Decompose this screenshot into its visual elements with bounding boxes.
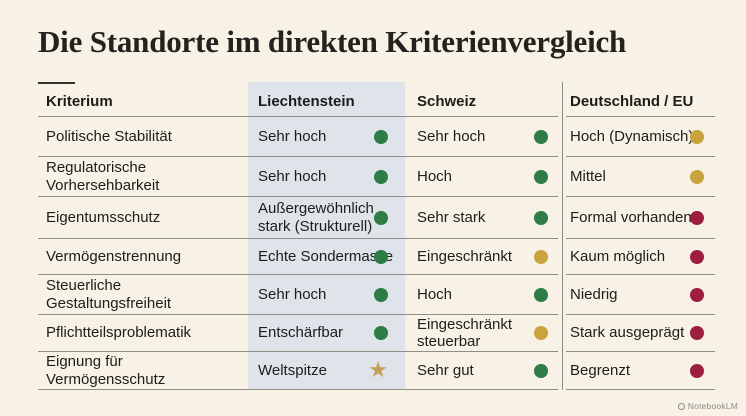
liechtenstein-cell: Echte Sondermasse	[248, 239, 405, 274]
cell-text: Mittel	[570, 167, 606, 185]
criterion-text: Eignung für Vermögensschutz	[46, 353, 166, 388]
criterion-label: Eigentumsschutz	[38, 197, 248, 238]
column-header-deutschland-eu: Deutschland / EU	[570, 93, 694, 111]
schweiz-cell: Hoch	[405, 275, 558, 314]
status-indicator-icon	[534, 363, 548, 378]
table-row: Eignung für Vermögensschutz Weltspitze ★ …	[38, 351, 715, 390]
cell-text: Außergewöhnlich stark (Strukturell)	[258, 200, 374, 235]
page-title: Die Standorte im direkten Kriterienvergl…	[38, 24, 627, 59]
comparison-table: Kriterium Liechtenstein Schweiz Deutschl…	[38, 82, 715, 390]
cell-text: Sehr gut	[417, 361, 474, 379]
schweiz-cell: Sehr gut	[405, 352, 558, 389]
table-row: Politische Stabilität Sehr hoch Sehr hoc…	[38, 116, 715, 156]
status-indicator-icon	[690, 326, 704, 340]
criterion-text: Regulatorische Vorhersehbarkeit	[46, 159, 160, 194]
cell-text: Eingeschränkt steuerbar	[417, 315, 513, 350]
status-indicator-icon	[534, 129, 548, 144]
status-indicator-icon	[534, 326, 548, 340]
liechtenstein-cell: Sehr hoch	[248, 157, 405, 196]
status-indicator-icon	[534, 287, 548, 302]
deutschland-cell: Kaum möglich	[566, 238, 715, 274]
liechtenstein-cell: Sehr hoch	[248, 117, 405, 156]
criterion-label: Pflichtteilsproblematik	[38, 315, 248, 351]
cell-text: Formal vorhanden	[570, 208, 692, 226]
criterion-text: Steuerliche Gestaltungsfreiheit	[46, 277, 172, 312]
deutschland-cell: Mittel	[566, 156, 715, 196]
criterion-label: Politische Stabilität	[38, 117, 248, 156]
cell-text: Hoch	[417, 285, 453, 303]
criterion-text: Eigentumsschutz	[46, 208, 161, 226]
deutschland-cell: Hoch (Dynamisch)	[566, 116, 715, 156]
cell-text: Echte Sondermasse	[258, 247, 394, 265]
status-indicator-icon	[690, 169, 704, 184]
cell-text: Hoch	[417, 167, 453, 185]
liechtenstein-cell: Sehr hoch	[248, 275, 405, 314]
status-indicator-icon	[690, 363, 704, 378]
deutschland-cell: Niedrig	[566, 274, 715, 314]
status-indicator-icon	[374, 169, 388, 184]
brand-watermark: NotebookLM	[677, 401, 738, 411]
table-header-row: Kriterium Liechtenstein Schweiz Deutschl…	[38, 82, 715, 116]
column-divider	[562, 82, 563, 390]
cell-text: Eingeschränkt	[417, 247, 513, 265]
cell-text: Weltspitze	[258, 361, 327, 379]
table-top-tick	[38, 82, 75, 84]
cell-text: Sehr hoch	[258, 167, 327, 185]
deutschland-cell: Begrenzt	[566, 351, 715, 390]
cell-text: Sehr hoch	[417, 127, 486, 145]
schweiz-cell: Eingeschränkt steuerbar	[405, 315, 558, 351]
cell-text: Stark ausgeprägt	[570, 324, 685, 342]
criterion-label: Regulatorische Vorhersehbarkeit	[38, 157, 248, 196]
cell-text: Kaum möglich	[570, 247, 666, 265]
status-indicator-icon	[534, 249, 548, 264]
status-indicator-icon	[374, 287, 388, 302]
liechtenstein-cell: Weltspitze ★	[248, 352, 405, 389]
column-header-schweiz: Schweiz	[417, 93, 477, 111]
column-header-kriterium: Kriterium	[46, 93, 113, 111]
cell-text: Sehr stark	[417, 208, 486, 226]
deutschland-cell: Stark ausgeprägt	[566, 314, 715, 351]
liechtenstein-cell: Außergewöhnlich stark (Strukturell)	[248, 197, 405, 238]
status-indicator-icon	[374, 249, 388, 264]
criterion-text: Politische Stabilität	[46, 127, 172, 145]
table-row: Steuerliche Gestaltungsfreiheit Sehr hoc…	[38, 274, 715, 314]
status-indicator-icon	[534, 210, 548, 225]
status-indicator-icon	[690, 249, 704, 264]
criterion-label: Steuerliche Gestaltungsfreiheit	[38, 275, 248, 314]
cell-text: Begrenzt	[570, 361, 631, 379]
criterion-label: Eignung für Vermögensschutz	[38, 352, 248, 389]
cell-text: Sehr hoch	[258, 127, 327, 145]
schweiz-cell: Eingeschränkt	[405, 239, 558, 274]
deutschland-cell: Formal vorhanden	[566, 196, 715, 238]
status-indicator-icon	[690, 129, 704, 144]
cell-text: Hoch (Dynamisch)	[570, 127, 694, 145]
status-indicator-icon	[374, 129, 388, 144]
cell-text: Sehr hoch	[258, 285, 327, 303]
status-indicator-icon	[690, 287, 704, 302]
table-row: Eigentumsschutz Außergewöhnlich stark (S…	[38, 196, 715, 238]
status-indicator-icon	[534, 169, 548, 184]
criterion-text: Vermögenstrennung	[46, 247, 182, 265]
status-indicator-icon	[374, 210, 388, 225]
status-indicator-icon	[690, 210, 704, 225]
schweiz-cell: Sehr stark	[405, 197, 558, 238]
table-row: Regulatorische Vorhersehbarkeit Sehr hoc…	[38, 156, 715, 196]
criterion-label: Vermögenstrennung	[38, 239, 248, 274]
status-indicator-icon	[374, 326, 388, 340]
column-header-liechtenstein: Liechtenstein	[258, 93, 355, 111]
table-row: Vermögenstrennung Echte Sondermasse Eing…	[38, 238, 715, 274]
cell-text: Niedrig	[570, 285, 618, 303]
schweiz-cell: Sehr hoch	[405, 117, 558, 156]
cell-text: Entschärfbar	[258, 324, 344, 342]
brand-label: NotebookLM	[687, 401, 738, 411]
table-row: Pflichtteilsproblematik Entschärfbar Ein…	[38, 314, 715, 351]
liechtenstein-cell: Entschärfbar	[248, 315, 405, 351]
notebooklm-logo-icon	[677, 402, 685, 410]
criterion-text: Pflichtteilsproblematik	[46, 324, 192, 342]
star-icon: ★	[368, 356, 388, 382]
schweiz-cell: Hoch	[405, 157, 558, 196]
